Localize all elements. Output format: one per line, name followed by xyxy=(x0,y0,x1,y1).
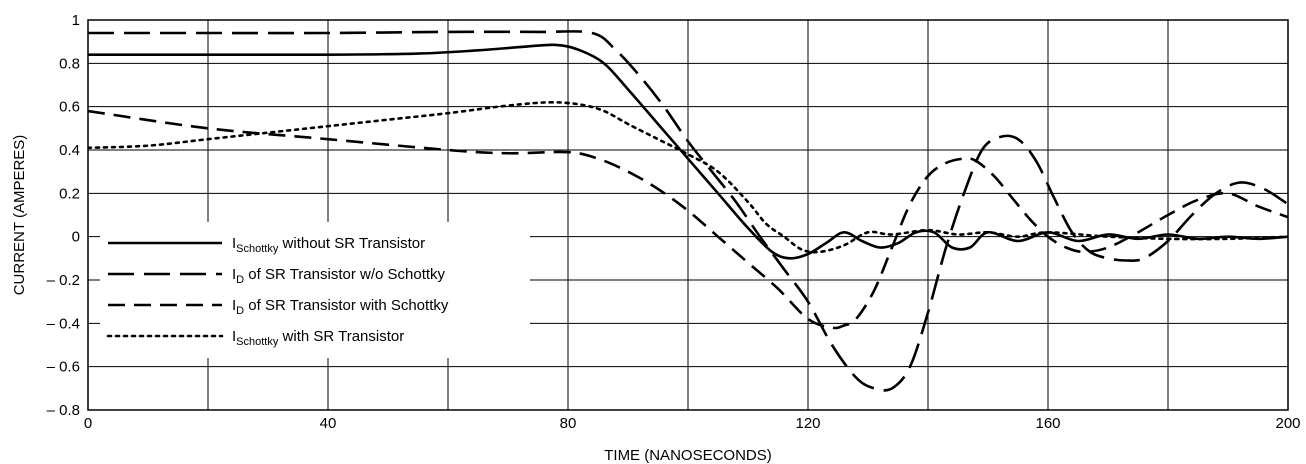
y-tick-label: – 0.2 xyxy=(47,272,80,289)
legend: ISchottky without SR Transistor ID of SR … xyxy=(100,222,530,358)
x-tick-label: 0 xyxy=(84,415,92,432)
legend-label: ISchottky without SR Transistor xyxy=(232,235,425,255)
y-tick-label: 0.6 xyxy=(59,99,80,116)
series-group xyxy=(88,30,1288,392)
y-axis-label: CURRENT (AMPERES) xyxy=(11,135,28,296)
legend-label: ISchottky with SR Transistor xyxy=(232,328,404,348)
y-tick-label: 0 xyxy=(72,229,80,246)
y-tick-label: – 0.6 xyxy=(47,359,80,376)
y-tick-label: 0.8 xyxy=(59,55,80,72)
y-tick-label: 0.4 xyxy=(59,142,80,159)
x-tick-label: 80 xyxy=(560,415,577,432)
y-tick-label: 1 xyxy=(72,12,80,29)
y-tick-label: – 0.8 xyxy=(47,402,80,419)
legend-label: ID of SR Transistor w/o Schottky xyxy=(232,266,446,286)
x-axis-label: TIME (NANOSECONDS) xyxy=(604,447,772,464)
y-tick-label: 0.2 xyxy=(59,185,80,202)
series-line-4 xyxy=(88,101,1288,254)
y-tick-label: – 0.4 xyxy=(47,315,80,332)
x-tick-label: 200 xyxy=(1275,415,1300,432)
x-tick-label: 120 xyxy=(795,415,820,432)
x-tick-label: 40 xyxy=(320,415,337,432)
x-tick-label: 160 xyxy=(1035,415,1060,432)
series-line-3 xyxy=(88,109,1288,330)
x-tick-labels: 0 40 80 120 160 200 xyxy=(84,415,1301,432)
series-line-2 xyxy=(88,30,1288,392)
series-line-1 xyxy=(88,43,1288,260)
y-tick-labels: 1 0.8 0.6 0.4 0.2 0 – 0.2 – 0.4 – 0.6 – 0.8 xyxy=(47,12,80,419)
grid xyxy=(88,20,1288,410)
legend-label: ID of SR Transistor with Schottky xyxy=(232,297,449,317)
plot-frame xyxy=(87,19,1289,411)
